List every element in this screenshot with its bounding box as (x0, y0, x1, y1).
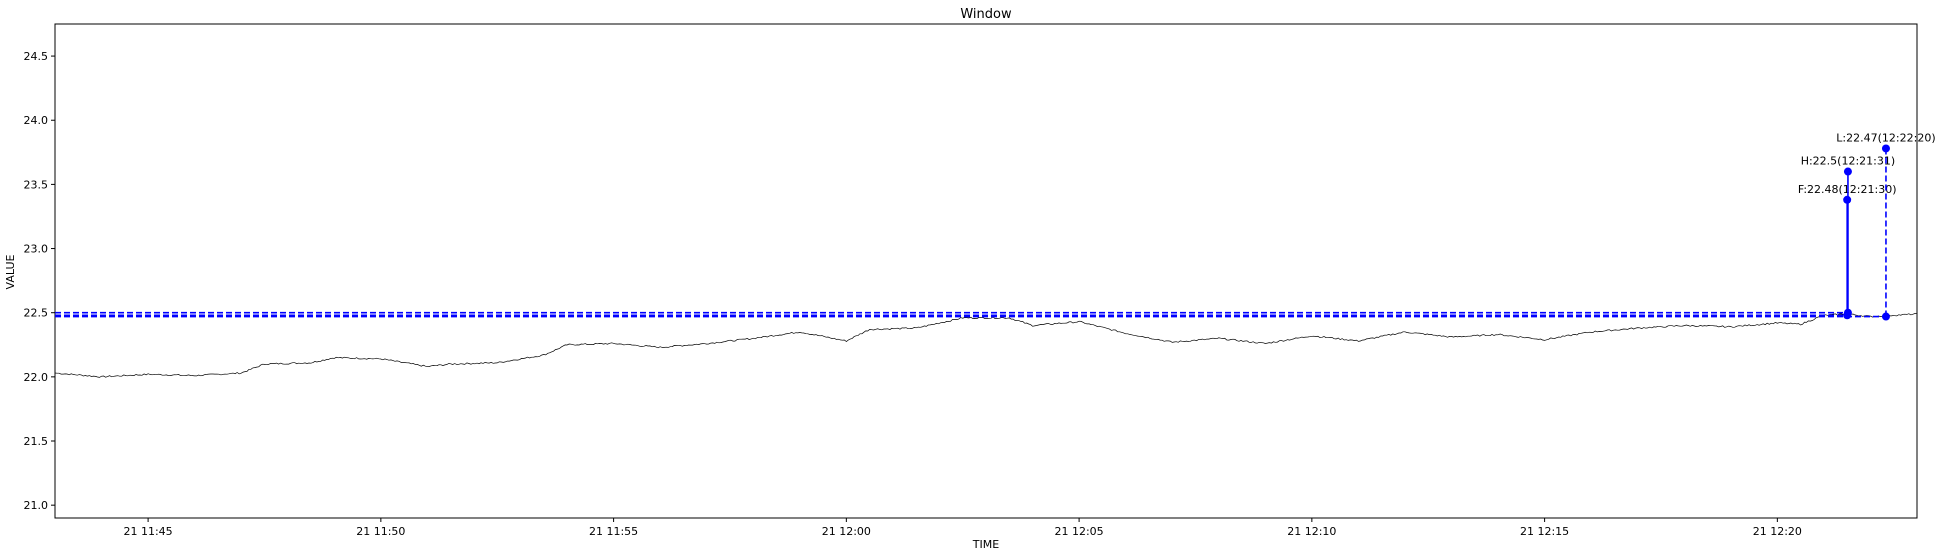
x-tick-label: 21 11:55 (589, 525, 638, 538)
y-tick-label: 22.5 (24, 307, 49, 320)
x-tick-label: 21 12:00 (822, 525, 871, 538)
y-tick-label: 22.0 (24, 371, 49, 384)
x-axis-label: TIME (972, 538, 999, 551)
series-line (54, 312, 1918, 378)
x-tick-label: 21 11:50 (356, 525, 405, 538)
y-tick-label: 21.5 (24, 435, 49, 448)
chart-title: Window (960, 7, 1012, 22)
y-tick-label: 24.0 (24, 114, 49, 127)
marker-label: L:22.47(12:22:20) (1836, 131, 1935, 144)
y-tick-label: 21.0 (24, 499, 49, 512)
x-tick-label: 21 12:05 (1054, 525, 1103, 538)
y-tick-label: 24.5 (24, 50, 49, 63)
plot-area: 21.0 21.5 22.0 22.5 23.0 23.5 24.0 24.5 21 11:45… (24, 23, 1936, 538)
marker-base-dot (1881, 312, 1890, 321)
plot-frame (54, 23, 1918, 519)
x-tick-label: 21 12:15 (1520, 525, 1569, 538)
x-tick-label: 21 11:45 (123, 525, 172, 538)
marker-label: H:22.5(12:21:31) (1801, 155, 1895, 168)
x-tick-label: 21 12:20 (1753, 525, 1802, 538)
y-tick-label: 23.0 (24, 243, 49, 256)
y-tick-label: 23.5 (24, 178, 49, 191)
x-tick-label: 21 12:10 (1287, 525, 1336, 538)
marker-top-dot (1881, 144, 1890, 153)
y-axis-label: VALUE (4, 254, 17, 289)
marker-base-dot (1843, 308, 1852, 317)
marker-top-dot (1843, 167, 1852, 176)
